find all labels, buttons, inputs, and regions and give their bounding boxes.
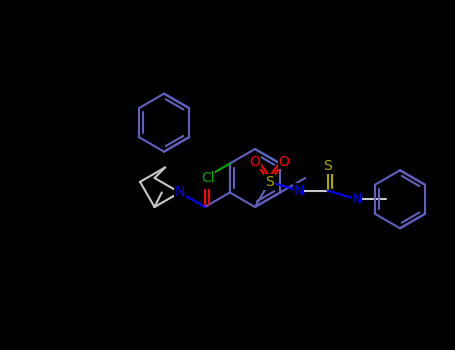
Text: O: O [278, 155, 289, 169]
Text: N: N [174, 186, 185, 199]
Text: N: N [293, 184, 303, 198]
Text: N: N [351, 192, 362, 206]
Text: S: S [323, 159, 332, 173]
Text: O: O [249, 155, 260, 169]
Text: S: S [265, 175, 274, 189]
Text: Cl: Cl [201, 171, 215, 185]
Text: O: O [199, 173, 211, 188]
